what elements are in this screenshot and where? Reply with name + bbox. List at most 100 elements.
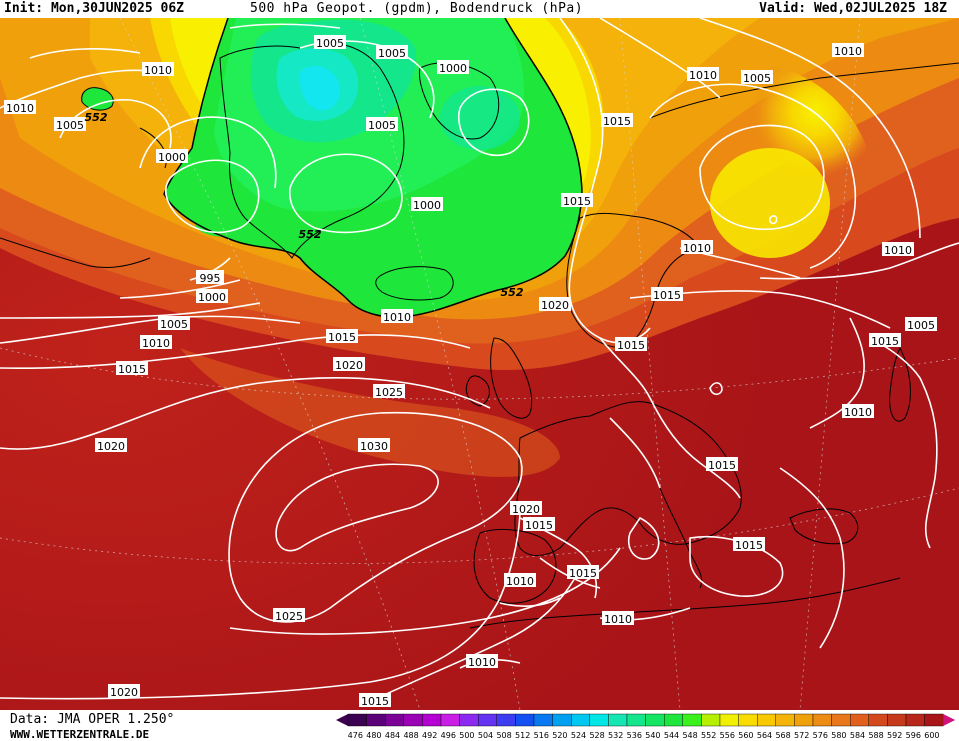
svg-text:1010: 1010 — [683, 242, 711, 255]
scale-tick-label: 528 — [589, 731, 604, 740]
svg-text:1015: 1015 — [328, 331, 356, 344]
svg-text:1020: 1020 — [97, 440, 125, 453]
scale-swatch — [608, 713, 628, 727]
scale-tick-label: 600 — [924, 731, 939, 740]
svg-text:1015: 1015 — [871, 335, 899, 348]
isobar-label: 1025 — [373, 384, 405, 399]
isobar-label: 1010 — [842, 404, 874, 419]
isobar-label: 1020 — [108, 684, 140, 699]
svg-text:1020: 1020 — [335, 359, 363, 372]
isobar-label: 1015 — [869, 333, 901, 348]
isobars — [0, 18, 959, 707]
svg-text:1010: 1010 — [604, 613, 632, 626]
scale-swatch — [701, 713, 721, 727]
svg-text:1010: 1010 — [834, 45, 862, 58]
init-time: Init: Mon,30JUN2025 06Z — [4, 1, 185, 16]
svg-text:1005: 1005 — [743, 72, 771, 85]
scale-swatch — [868, 713, 888, 727]
isobar-label: 1000 — [196, 289, 228, 304]
field-atlantic-tongue — [180, 348, 560, 477]
field-ridge-core — [710, 148, 830, 258]
isobar-label: 1020 — [333, 357, 365, 372]
isobar-label: 1020 — [510, 501, 542, 516]
scale-arrow-right — [943, 714, 956, 726]
svg-text:1000: 1000 — [439, 62, 467, 75]
isobar-label: 1005 — [741, 70, 773, 85]
scale-swatch — [738, 713, 758, 727]
isobar-label: 1015 — [359, 693, 391, 708]
scale-tick-label: 544 — [664, 731, 679, 740]
isobar-label: 1005 — [54, 117, 86, 132]
scale-swatch — [645, 713, 665, 727]
scale-tick-label: 480 — [366, 731, 381, 740]
scale-tick-label: 580 — [831, 731, 846, 740]
isobar-label: 1010 — [142, 62, 174, 77]
svg-text:1005: 1005 — [368, 119, 396, 132]
svg-text:1015: 1015 — [361, 695, 389, 708]
scale-tick-label: 524 — [571, 731, 586, 740]
scale-swatch — [385, 713, 405, 727]
scale-swatch — [459, 713, 479, 727]
svg-text:1025: 1025 — [375, 386, 403, 399]
scale-tick-label: 516 — [534, 731, 549, 740]
scale-tick-label: 500 — [459, 731, 474, 740]
scale-swatch — [533, 713, 553, 727]
scale-tick-label: 488 — [403, 731, 418, 740]
isobar-label: 1000 — [411, 197, 443, 212]
scale-tick-label: 592 — [887, 731, 902, 740]
scale-tick-label: 484 — [385, 731, 400, 740]
scale-tick-label: 568 — [775, 731, 790, 740]
valid-time: Valid: Wed,02JUL2025 18Z — [759, 1, 947, 16]
svg-text:1020: 1020 — [512, 503, 540, 516]
trough-sub-core-2 — [195, 209, 255, 237]
isobar-label: 1010 — [687, 67, 719, 82]
scale-tick-label: 492 — [422, 731, 437, 740]
svg-text:1015: 1015 — [653, 289, 681, 302]
isobar-label: 1015 — [601, 113, 633, 128]
svg-text:1000: 1000 — [198, 291, 226, 304]
svg-text:1015: 1015 — [617, 339, 645, 352]
svg-text:1005: 1005 — [907, 319, 935, 332]
weather-map[interactable]: 1010 1010 1005 1005 1000 1005 1000 1015 … — [0, 18, 959, 710]
height-labels: 552 552 552 — [85, 111, 524, 299]
scale-swatch — [589, 713, 609, 727]
svg-text:1025: 1025 — [275, 610, 303, 623]
isobar-label: 1015 — [561, 193, 593, 208]
isobar-label: 1010 — [381, 309, 413, 324]
svg-text:1015: 1015 — [525, 519, 553, 532]
scale-tick-label: 504 — [478, 731, 493, 740]
svg-text:1000: 1000 — [158, 151, 186, 164]
scale-swatch — [905, 713, 925, 727]
scale-swatch — [626, 713, 646, 727]
website-link[interactable]: WWW.WETTERZENTRALE.DE — [10, 728, 150, 741]
isobar-label: 1005 — [376, 45, 408, 60]
scale-tick-label: 572 — [794, 731, 809, 740]
color-scale-legend: 476 480 484 488 492 496 500 504 508 512 516 520 524 5… — [336, 713, 956, 741]
scale-swatch — [682, 713, 702, 727]
scale-tick-label: 564 — [757, 731, 772, 740]
footer-bar: Data: JMA OPER 1.250° WWW.WETTERZENTRALE… — [0, 710, 959, 741]
scale-swatch — [477, 713, 497, 727]
svg-text:1005: 1005 — [316, 37, 344, 50]
lat-lon-grid — [0, 18, 959, 710]
isobar-label: 1010 — [4, 100, 36, 115]
scale-swatch — [775, 713, 795, 727]
scale-swatch — [552, 713, 572, 727]
scale-tick-label: 536 — [627, 731, 642, 740]
isobar-label: 1015 — [706, 457, 738, 472]
scale-tick-label: 548 — [682, 731, 697, 740]
scale-swatch — [366, 713, 386, 727]
scale-swatch — [831, 713, 851, 727]
isobar-label: 1010 — [681, 240, 713, 255]
svg-text:1010: 1010 — [506, 575, 534, 588]
svg-text:1015: 1015 — [569, 567, 597, 580]
svg-text:1010: 1010 — [6, 102, 34, 115]
scale-swatch — [850, 713, 870, 727]
svg-text:1015: 1015 — [735, 539, 763, 552]
svg-text:1010: 1010 — [142, 337, 170, 350]
scale-tick-label: 508 — [496, 731, 511, 740]
scale-tick-label: 596 — [906, 731, 921, 740]
scale-tick-label: 576 — [813, 731, 828, 740]
scale-tick-label: 556 — [720, 731, 735, 740]
isobar-label: 1005 — [314, 35, 346, 50]
